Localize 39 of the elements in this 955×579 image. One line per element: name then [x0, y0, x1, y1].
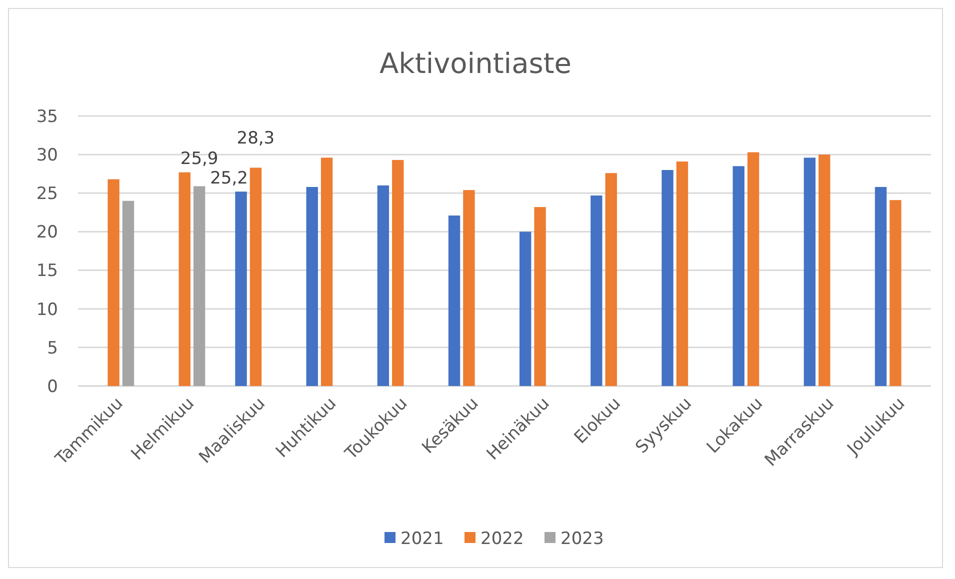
bar	[250, 168, 262, 386]
bar	[804, 158, 816, 386]
bar	[874, 186, 887, 386]
bar	[306, 186, 318, 386]
bar	[890, 200, 902, 386]
y-tick-label: 15	[36, 261, 58, 282]
bar	[448, 216, 460, 386]
bar	[534, 207, 546, 386]
bar	[178, 172, 190, 386]
data-label: 25,9	[180, 149, 218, 170]
data-label: 28,3	[236, 128, 275, 149]
bar	[235, 192, 247, 386]
bar	[676, 162, 688, 386]
bar	[108, 179, 120, 386]
chart-title: Aktivointiaste	[379, 47, 572, 80]
bar	[747, 152, 760, 386]
legend-label: 2023	[560, 528, 604, 549]
bar	[590, 195, 602, 386]
y-tick-label: 30	[36, 146, 58, 166]
y-tick-label: 25	[36, 184, 58, 204]
bar	[662, 170, 674, 386]
y-tick-label: 35	[36, 106, 58, 127]
bar	[818, 154, 830, 386]
y-tick-label: 5	[47, 338, 58, 358]
bar	[122, 200, 134, 386]
bar	[320, 158, 333, 386]
data-label: 25,2	[210, 168, 248, 189]
y-tick-label: 20	[36, 222, 58, 243]
bar	[732, 166, 744, 386]
bar	[392, 160, 404, 386]
bar	[193, 186, 206, 386]
bar	[377, 185, 390, 386]
legend-label: 2021	[400, 528, 444, 549]
legend-label: 2022	[480, 528, 524, 549]
y-tick-label: 10	[36, 300, 58, 320]
y-tick-label: 0	[47, 376, 58, 397]
bar	[463, 190, 475, 386]
bar	[605, 173, 617, 386]
bar	[520, 232, 532, 386]
